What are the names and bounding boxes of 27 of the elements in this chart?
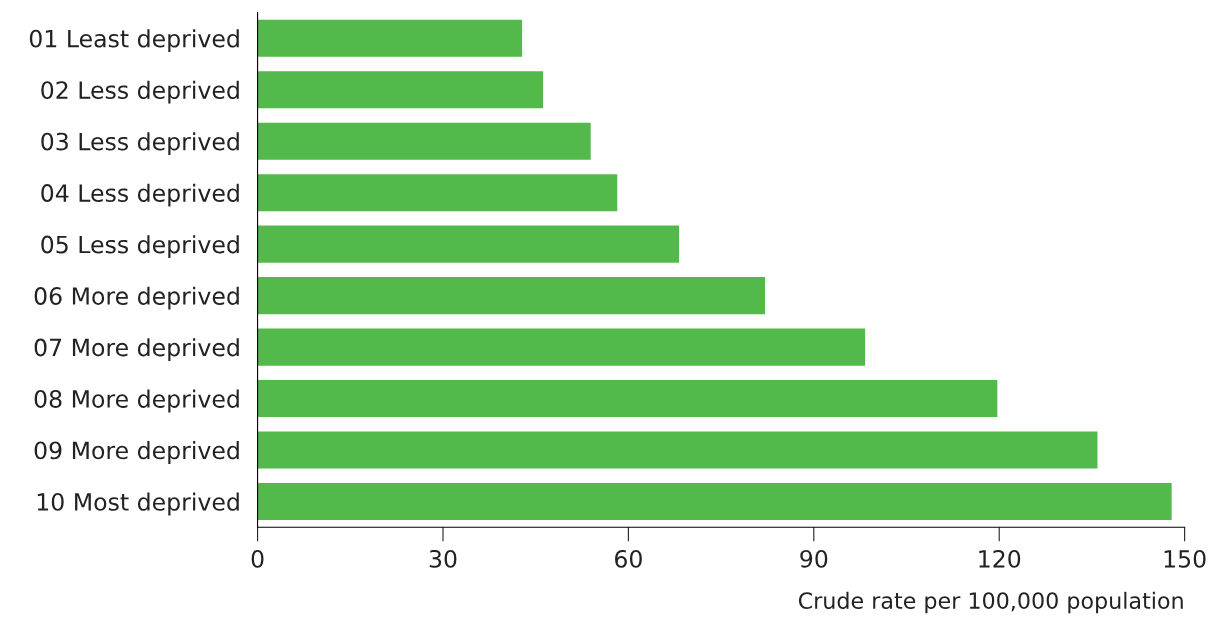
y-tick-label: 08 More deprived: [34, 389, 239, 413]
bar: [257, 483, 1172, 521]
x-tick-label: 120: [979, 549, 1021, 568]
bar: [257, 71, 544, 109]
bar: [257, 174, 618, 212]
bar: [257, 225, 680, 263]
x-tick-label: 90: [800, 549, 828, 568]
bar: [257, 328, 866, 366]
y-tick-label: 07 More deprived: [34, 338, 239, 361]
y-tick-label: 06 More deprived: [34, 286, 239, 310]
x-tick-label: 150: [1164, 549, 1206, 568]
y-tick-label: 10 Most deprived: [37, 492, 239, 516]
y-tick-label: 02 Less deprived: [41, 80, 239, 104]
x-axis-title: Crude rate per 100,000 population: [798, 591, 1183, 614]
bar: [257, 122, 591, 160]
bar: [257, 277, 765, 315]
x-tick-label: 0: [251, 549, 264, 568]
y-tick-label: 05 Less deprived: [41, 235, 239, 259]
y-tick-label: 04 Less deprived: [41, 183, 239, 207]
bar: [257, 19, 523, 57]
x-tick-label: 30: [429, 549, 457, 568]
y-tick-label: 03 Less deprived: [41, 132, 239, 156]
y-tick-label: 09 More deprived: [34, 441, 239, 464]
bar: [257, 380, 998, 418]
y-tick-label: 01 Least deprived: [29, 29, 239, 53]
x-tick-label: 60: [615, 549, 642, 568]
bar: [257, 431, 1098, 469]
